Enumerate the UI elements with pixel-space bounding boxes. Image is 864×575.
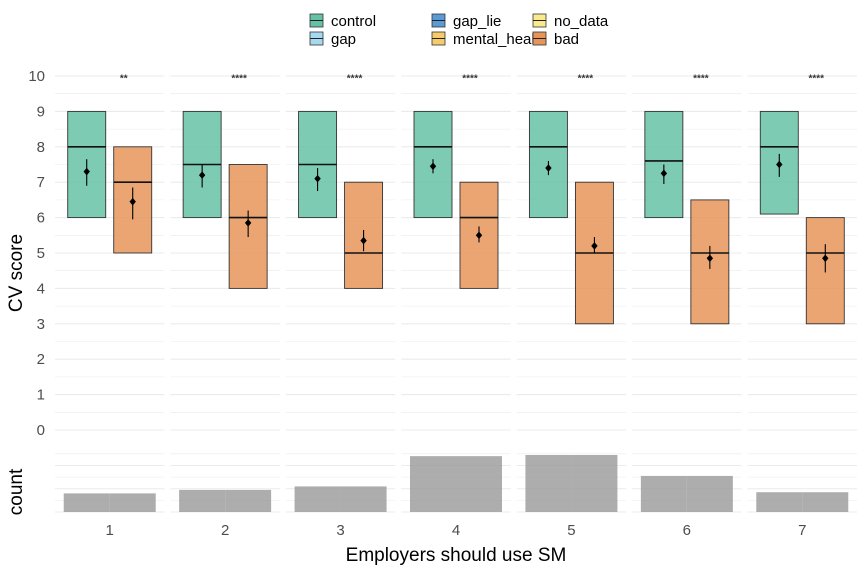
- count-axis-title: count: [6, 468, 27, 515]
- y-axis-title: CV score: [6, 234, 27, 312]
- legend-label-mental_health: mental_health: [453, 31, 547, 48]
- significance-label: ****: [693, 73, 709, 84]
- x-tick-label: 3: [336, 522, 344, 539]
- y-tick-label: 3: [37, 316, 45, 333]
- y-tick-label: 9: [37, 103, 45, 120]
- legend-label-gap: gap: [331, 31, 356, 48]
- legend-item-mental_health: mental_health: [431, 31, 547, 48]
- count-bar-5-1: [525, 454, 572, 512]
- axes: 0 1 2 3 4 5 6 7 8 9 10 CV score count 1 2 3 4 5 6 7 Employer…: [6, 68, 806, 566]
- count-bar-7-2: [802, 492, 849, 512]
- y-tick-label: 4: [37, 280, 45, 297]
- x-tick-label: 5: [567, 522, 575, 539]
- x-tick-label: 1: [106, 522, 114, 539]
- mean-point-control-5: [545, 164, 552, 172]
- mean-point-bad-4: [475, 231, 483, 240]
- legend-label-bad: bad: [554, 31, 579, 48]
- count-bar-3-1: [294, 486, 341, 512]
- mean-point-bad-5: [591, 242, 598, 250]
- significance-label: ****: [231, 73, 247, 84]
- count-bar-5-2: [571, 454, 618, 512]
- count-bar-1-1: [63, 493, 110, 512]
- x-tick-label: 7: [798, 522, 806, 539]
- y-tick-label: 5: [37, 245, 45, 262]
- significance-label: **: [120, 73, 128, 84]
- x-tick-label: 6: [683, 522, 691, 539]
- mean-point-control-4: [429, 162, 437, 171]
- x-tick-label: 2: [221, 522, 229, 539]
- y-tick-label: 1: [37, 387, 45, 404]
- mean-point-bad-6: [706, 254, 714, 263]
- x-axis-title: Employers should use SM: [346, 545, 567, 566]
- count-bar-2-1: [179, 489, 226, 512]
- count-bar-4-1: [410, 456, 456, 512]
- y-tick-label: 6: [37, 210, 45, 227]
- y-tick-label: 0: [37, 422, 45, 439]
- significance-label: ****: [808, 73, 824, 84]
- mean-point-bad-3: [360, 236, 367, 245]
- mean-point-bad-2: [244, 219, 252, 227]
- y-tick-label: 10: [28, 68, 45, 85]
- count-bar-4-2: [456, 456, 502, 512]
- mean-point-control-3: [314, 174, 321, 183]
- count-bar-1-2: [109, 493, 156, 512]
- legend-item-gap_lie: gap_lie: [431, 13, 501, 30]
- mean-point-control-1: [83, 167, 90, 176]
- y-tick-label: 7: [37, 174, 45, 191]
- count-bar-2-2: [225, 489, 272, 512]
- significance-label: ****: [347, 73, 363, 84]
- y-tick-label: 8: [37, 139, 45, 156]
- count-bar-6-1: [640, 475, 687, 512]
- legend-item-gap: gap: [309, 31, 356, 48]
- legend-item-bad: bad: [532, 31, 579, 48]
- legend-label-gap_lie: gap_lie: [453, 13, 501, 30]
- legend-item-control: control: [309, 13, 376, 30]
- y-tick-label: 2: [37, 351, 45, 368]
- mean-point-control-6: [660, 169, 668, 178]
- mean-point-control-2: [198, 171, 206, 179]
- legend-item-no_data: no_data: [532, 13, 609, 30]
- count-bar-3-2: [340, 486, 387, 512]
- x-tick-label: 4: [452, 522, 460, 539]
- count-panel: [63, 454, 849, 512]
- mean-point-bad-1: [129, 197, 136, 206]
- mean-point-bad-7: [822, 254, 829, 263]
- count-bar-6-2: [686, 475, 733, 512]
- legend-label-control: control: [331, 13, 376, 30]
- count-bar-7-1: [756, 492, 803, 512]
- mean-point-control-7: [776, 160, 783, 169]
- gridlines: [55, 75, 857, 513]
- significance-label: ****: [578, 73, 594, 84]
- legend-label-no_data: no_data: [554, 13, 609, 30]
- boxplot-panel: ** **** **** **** **** **** ****: [67, 73, 845, 325]
- significance-label: ****: [462, 73, 478, 84]
